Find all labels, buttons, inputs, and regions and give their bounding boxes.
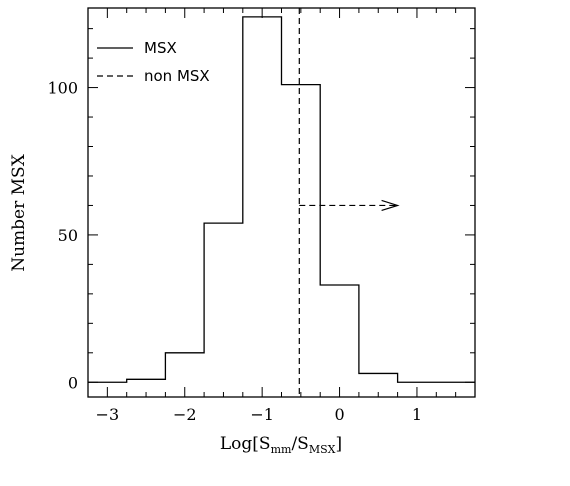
x-axis-title-sub2: MSX — [309, 443, 336, 456]
y-axis-title: Number MSX — [9, 153, 29, 271]
x-axis-title-main: Log[S — [220, 434, 271, 454]
x-tick-label: −2 — [173, 405, 197, 424]
x-tick-label: 1 — [412, 405, 422, 424]
y-tick-label: 50 — [58, 226, 78, 245]
x-tick-label: −3 — [96, 405, 120, 424]
x-axis-title-sub1: mm — [271, 443, 292, 456]
y-tick-label: 0 — [68, 373, 78, 392]
x-tick-label: −1 — [250, 405, 274, 424]
legend-label-msx: MSX — [144, 39, 177, 57]
x-tick-label: 0 — [334, 405, 344, 424]
legend: MSX non MSX — [97, 39, 210, 85]
y-tick-label: 100 — [47, 79, 78, 98]
x-axis-title-mid: /S — [291, 434, 308, 454]
histogram-group — [88, 16, 475, 383]
legend-label-non-msx: non MSX — [144, 67, 210, 85]
x-axis-title-end: ] — [335, 434, 342, 454]
x-axis-title: Log[Smm/SMSX] — [220, 434, 342, 456]
arrow-head-icon — [381, 199, 400, 212]
tick-marks-group: −3 −2 −1 0 1 0 50 100 — [47, 8, 476, 424]
histogram-msx — [88, 16, 475, 383]
annotation-group — [298, 8, 400, 397]
